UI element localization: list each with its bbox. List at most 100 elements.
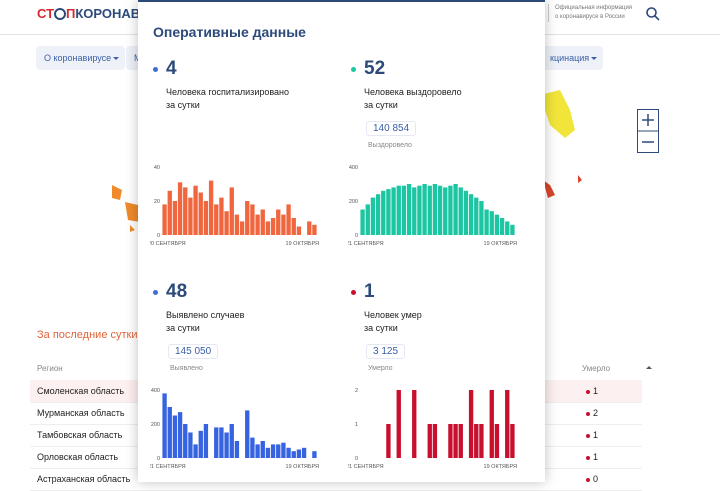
bar bbox=[448, 424, 453, 458]
bar bbox=[489, 211, 494, 235]
bar bbox=[427, 185, 432, 235]
logo[interactable]: СТ ПКОРОНАВИ bbox=[37, 6, 150, 21]
y-tick-label: 0 bbox=[157, 233, 160, 239]
bar bbox=[386, 424, 391, 458]
stat-label: за сутки bbox=[364, 100, 398, 110]
logo-part: КОРОНАВИ bbox=[75, 6, 150, 21]
bar bbox=[312, 224, 317, 235]
bar bbox=[188, 432, 193, 458]
bar bbox=[219, 197, 224, 235]
bar bbox=[219, 427, 224, 458]
header-info: Официальная информация о коронавирусе в Р… bbox=[548, 4, 632, 22]
zoom-icons[interactable] bbox=[638, 110, 658, 152]
info-line: Официальная информация bbox=[555, 5, 633, 11]
bar bbox=[468, 390, 474, 458]
bar bbox=[458, 424, 463, 458]
bar bbox=[489, 390, 494, 458]
nav-pill[interactable]: О коронавирусе bbox=[36, 46, 126, 70]
y-tick-label: 400 bbox=[349, 165, 358, 171]
stat-value: 1 bbox=[364, 281, 375, 302]
bar bbox=[214, 427, 219, 458]
stat-total: 145 050 bbox=[168, 344, 219, 359]
y-tick-label: 0 bbox=[157, 456, 160, 462]
y-tick-label: 40 bbox=[154, 165, 160, 171]
bar bbox=[265, 447, 271, 458]
bar bbox=[177, 182, 183, 235]
stat-label: Человека выздоровело bbox=[364, 87, 462, 97]
bar bbox=[375, 194, 381, 235]
bar bbox=[291, 451, 296, 458]
map bbox=[112, 90, 582, 232]
bar bbox=[412, 390, 417, 458]
status-dot bbox=[586, 390, 590, 394]
bar bbox=[360, 209, 365, 235]
bar bbox=[203, 424, 209, 458]
bar bbox=[260, 441, 265, 458]
search-icon[interactable] bbox=[645, 6, 661, 22]
bar bbox=[463, 190, 469, 235]
status-dot bbox=[586, 456, 590, 460]
stat-panel: 48 Выявлено случаев за сутки 145 050 Выявлен… bbox=[150, 280, 340, 480]
bar bbox=[505, 390, 510, 458]
bar bbox=[193, 185, 198, 235]
bar bbox=[437, 185, 443, 235]
bar bbox=[494, 424, 500, 458]
bar bbox=[224, 211, 229, 235]
region-name: Астраханская область bbox=[37, 474, 131, 484]
bar bbox=[396, 390, 401, 458]
bar bbox=[167, 190, 172, 235]
bar-chart: 0 200 400 21 СЕНТЯБРЯ 19 ОКТЯБРЯ bbox=[150, 388, 319, 470]
bar bbox=[386, 189, 391, 235]
stat-dot bbox=[153, 290, 158, 295]
status-dot bbox=[586, 434, 590, 438]
bar bbox=[198, 192, 203, 235]
bar bbox=[307, 221, 312, 235]
stat-label: за сутки bbox=[166, 323, 200, 333]
stat-label: Выявлено случаев bbox=[166, 310, 245, 320]
stat-value: 52 bbox=[364, 58, 386, 79]
bar-chart: 0 20 40 20 СЕНТЯБРЯ 19 ОКТЯБРЯ bbox=[150, 165, 319, 247]
y-tick-label: 200 bbox=[151, 422, 160, 428]
bar bbox=[365, 204, 370, 235]
stat-panel: 4 Человека госпитализировано за сутки 0 20 40… bbox=[150, 57, 340, 257]
stat-label: Человек умер bbox=[364, 310, 422, 320]
bar bbox=[203, 201, 209, 235]
bar bbox=[234, 441, 240, 458]
stat-total-label: Выздоровело bbox=[368, 142, 412, 149]
y-tick-label: 2 bbox=[355, 388, 358, 394]
bar bbox=[468, 194, 474, 235]
x-tick-label: 21 СЕНТЯБРЯ bbox=[348, 241, 384, 247]
x-tick-label: 20 СЕНТЯБРЯ bbox=[150, 241, 186, 247]
bar bbox=[417, 185, 422, 235]
zoom-control bbox=[637, 109, 659, 153]
bar bbox=[214, 204, 219, 235]
bar bbox=[276, 209, 281, 235]
bar bbox=[286, 447, 291, 458]
stat-value: 4 bbox=[166, 58, 177, 79]
bar bbox=[458, 187, 463, 235]
bar bbox=[250, 437, 255, 458]
bar bbox=[229, 187, 234, 235]
bar bbox=[162, 393, 167, 458]
stat-total-label: Умерло bbox=[368, 365, 393, 372]
bar bbox=[276, 444, 281, 458]
info-line: о коронавирусе в России bbox=[555, 14, 625, 20]
logo-part: СТ bbox=[37, 6, 55, 21]
bar bbox=[188, 197, 193, 235]
column-header: Умерло bbox=[582, 364, 611, 373]
bar bbox=[250, 204, 255, 235]
x-tick-label: 19 ОКТЯБРЯ bbox=[286, 464, 319, 470]
bar bbox=[396, 185, 401, 235]
bar bbox=[401, 185, 407, 235]
bar bbox=[270, 218, 276, 235]
y-tick-label: 400 bbox=[151, 388, 160, 394]
stat-total-label: Выявлено bbox=[170, 365, 203, 372]
bar bbox=[270, 444, 276, 458]
death-count: 1 bbox=[593, 452, 599, 462]
y-tick-label: 1 bbox=[355, 422, 358, 428]
bar bbox=[412, 187, 417, 235]
death-count: 1 bbox=[593, 430, 599, 440]
bar bbox=[505, 221, 510, 235]
scroll-arrow[interactable] bbox=[646, 363, 652, 369]
column-header: Регион bbox=[37, 364, 63, 373]
